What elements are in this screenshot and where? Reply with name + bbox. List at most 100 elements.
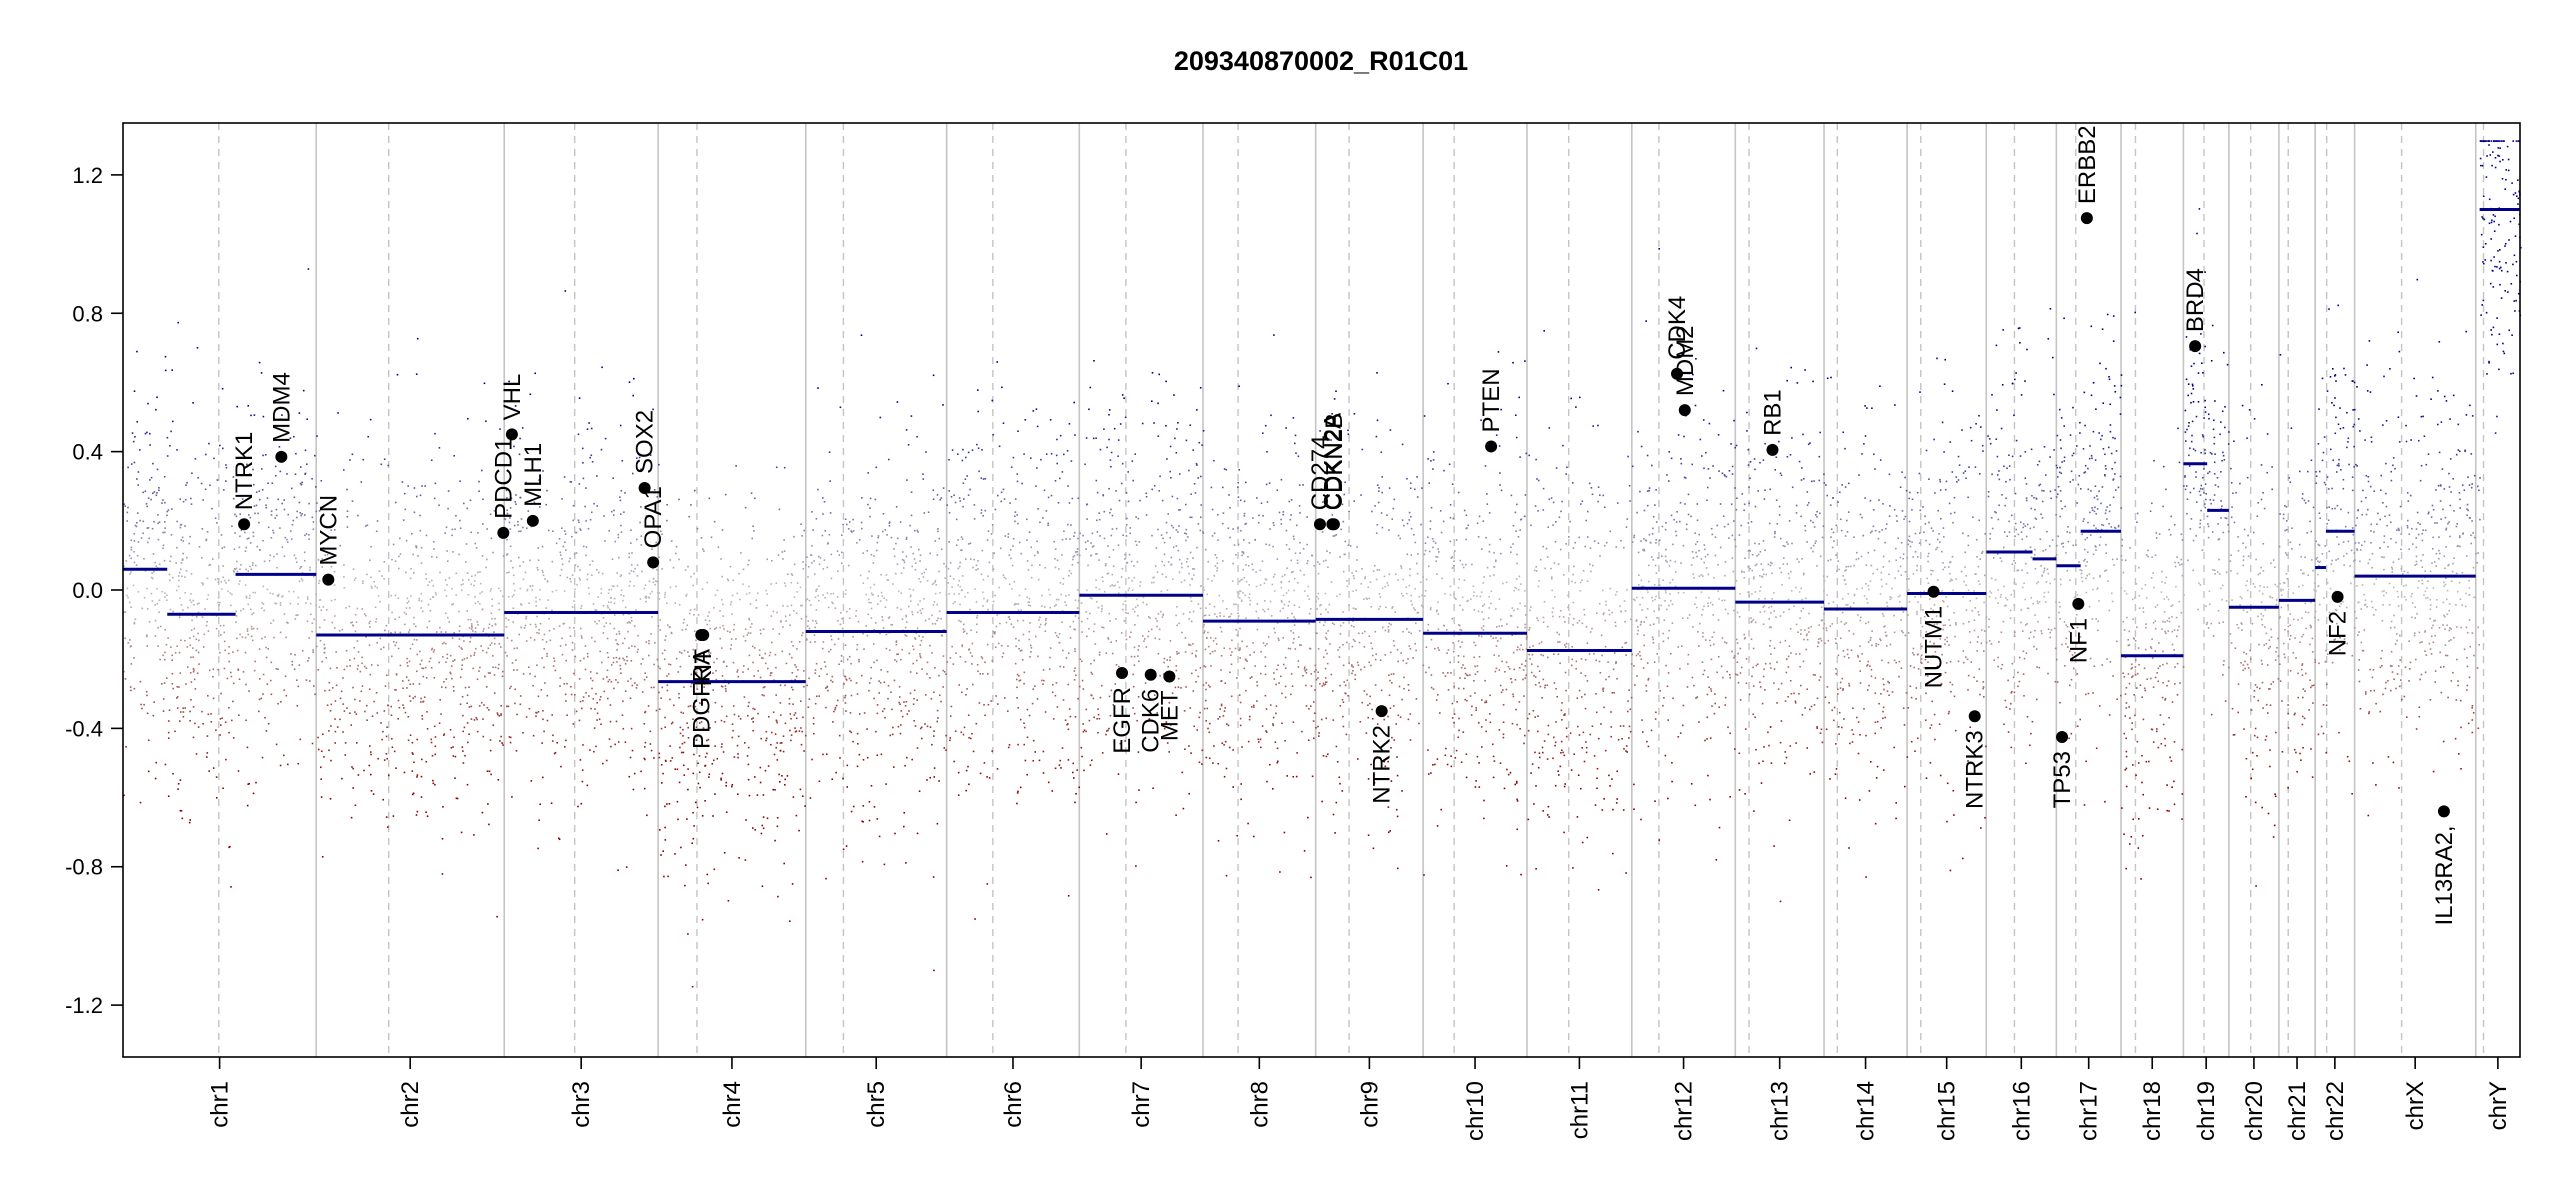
probe-point xyxy=(800,700,802,702)
probe-point xyxy=(1014,515,1016,518)
probe-point xyxy=(1175,545,1178,547)
probe-point xyxy=(1107,572,1110,575)
probe-point xyxy=(594,609,596,611)
probe-point xyxy=(1269,763,1271,766)
probe-point xyxy=(967,765,969,768)
probe-point xyxy=(1743,571,1745,573)
probe-point xyxy=(1764,549,1766,552)
probe-point xyxy=(190,629,193,631)
probe-point xyxy=(398,616,401,619)
probe-point xyxy=(2195,476,2197,478)
probe-point xyxy=(1870,761,1872,763)
probe-point xyxy=(2183,485,2185,487)
probe-point xyxy=(1238,649,1240,652)
probe-point xyxy=(1176,624,1178,627)
probe-point xyxy=(2123,629,2126,631)
probe-point xyxy=(2448,640,2450,642)
probe-point xyxy=(1014,511,1017,513)
probe-point xyxy=(2122,571,2125,574)
probe-point xyxy=(441,686,443,688)
probe-point xyxy=(2013,589,2015,592)
probe-point xyxy=(473,719,476,721)
probe-point xyxy=(2342,478,2345,481)
probe-point xyxy=(1671,780,1673,783)
probe-point xyxy=(832,602,834,605)
probe-point xyxy=(1179,473,1181,475)
probe-point xyxy=(431,556,433,558)
probe-point xyxy=(1692,373,1694,376)
probe-point xyxy=(1202,532,1205,534)
probe-point xyxy=(383,458,386,460)
probe-point xyxy=(1424,549,1427,552)
probe-point xyxy=(1706,693,1709,696)
probe-point xyxy=(368,688,371,690)
probe-point xyxy=(1162,614,1164,616)
probe-point xyxy=(842,523,844,526)
probe-point xyxy=(600,448,603,451)
probe-point xyxy=(2206,515,2209,518)
probe-point xyxy=(690,504,692,506)
probe-point xyxy=(1850,565,1852,568)
probe-point xyxy=(1038,626,1041,628)
probe-point xyxy=(1238,385,1240,387)
probe-point xyxy=(948,541,950,543)
probe-point xyxy=(2264,609,2267,611)
probe-point xyxy=(1943,383,1946,385)
probe-point xyxy=(466,610,468,612)
probe-point xyxy=(1171,495,1174,498)
probe-point xyxy=(2270,636,2273,638)
probe-point xyxy=(2147,555,2149,558)
probe-point xyxy=(1984,574,1986,577)
probe-point xyxy=(219,624,222,627)
probe-point xyxy=(957,584,959,586)
probe-point xyxy=(2069,684,2071,687)
probe-point xyxy=(432,779,434,782)
probe-point xyxy=(844,676,847,678)
probe-point xyxy=(312,528,315,531)
probe-point xyxy=(613,687,615,690)
probe-point xyxy=(1062,666,1065,668)
probe-point xyxy=(149,444,151,446)
probe-point xyxy=(465,543,468,545)
probe-point xyxy=(552,530,554,532)
probe-point xyxy=(475,647,477,650)
probe-point xyxy=(2204,406,2206,409)
probe-point xyxy=(2306,532,2309,534)
probe-point xyxy=(596,702,598,704)
probe-point xyxy=(952,602,955,605)
probe-point xyxy=(602,617,605,619)
probe-point xyxy=(1338,656,1341,658)
probe-point xyxy=(300,466,302,468)
probe-point xyxy=(252,468,254,471)
probe-point xyxy=(687,651,689,653)
probe-point xyxy=(1410,515,1412,518)
probe-point xyxy=(1874,822,1877,825)
probe-point xyxy=(1776,523,1779,525)
probe-point xyxy=(265,646,267,649)
probe-point xyxy=(699,669,702,672)
probe-point xyxy=(1934,651,1937,653)
probe-point xyxy=(416,653,419,656)
probe-point xyxy=(308,657,310,659)
probe-point xyxy=(1158,638,1161,641)
probe-point xyxy=(191,619,193,622)
probe-point xyxy=(1244,658,1247,661)
probe-point xyxy=(2141,781,2143,784)
probe-point xyxy=(1946,605,1949,608)
probe-point xyxy=(1665,664,1667,667)
probe-point xyxy=(2413,634,2416,637)
probe-point xyxy=(1180,562,1183,565)
probe-point xyxy=(2184,476,2186,478)
probe-point xyxy=(602,678,605,680)
probe-point xyxy=(755,607,758,609)
probe-point xyxy=(2072,479,2074,481)
probe-point xyxy=(1498,655,1500,657)
probe-point xyxy=(1079,658,1082,660)
probe-point xyxy=(954,501,957,504)
probe-point xyxy=(506,572,508,574)
probe-point xyxy=(943,747,946,749)
probe-point xyxy=(177,575,180,577)
probe-point xyxy=(855,682,858,684)
probe-point xyxy=(512,582,515,585)
probe-point xyxy=(1739,592,1741,595)
